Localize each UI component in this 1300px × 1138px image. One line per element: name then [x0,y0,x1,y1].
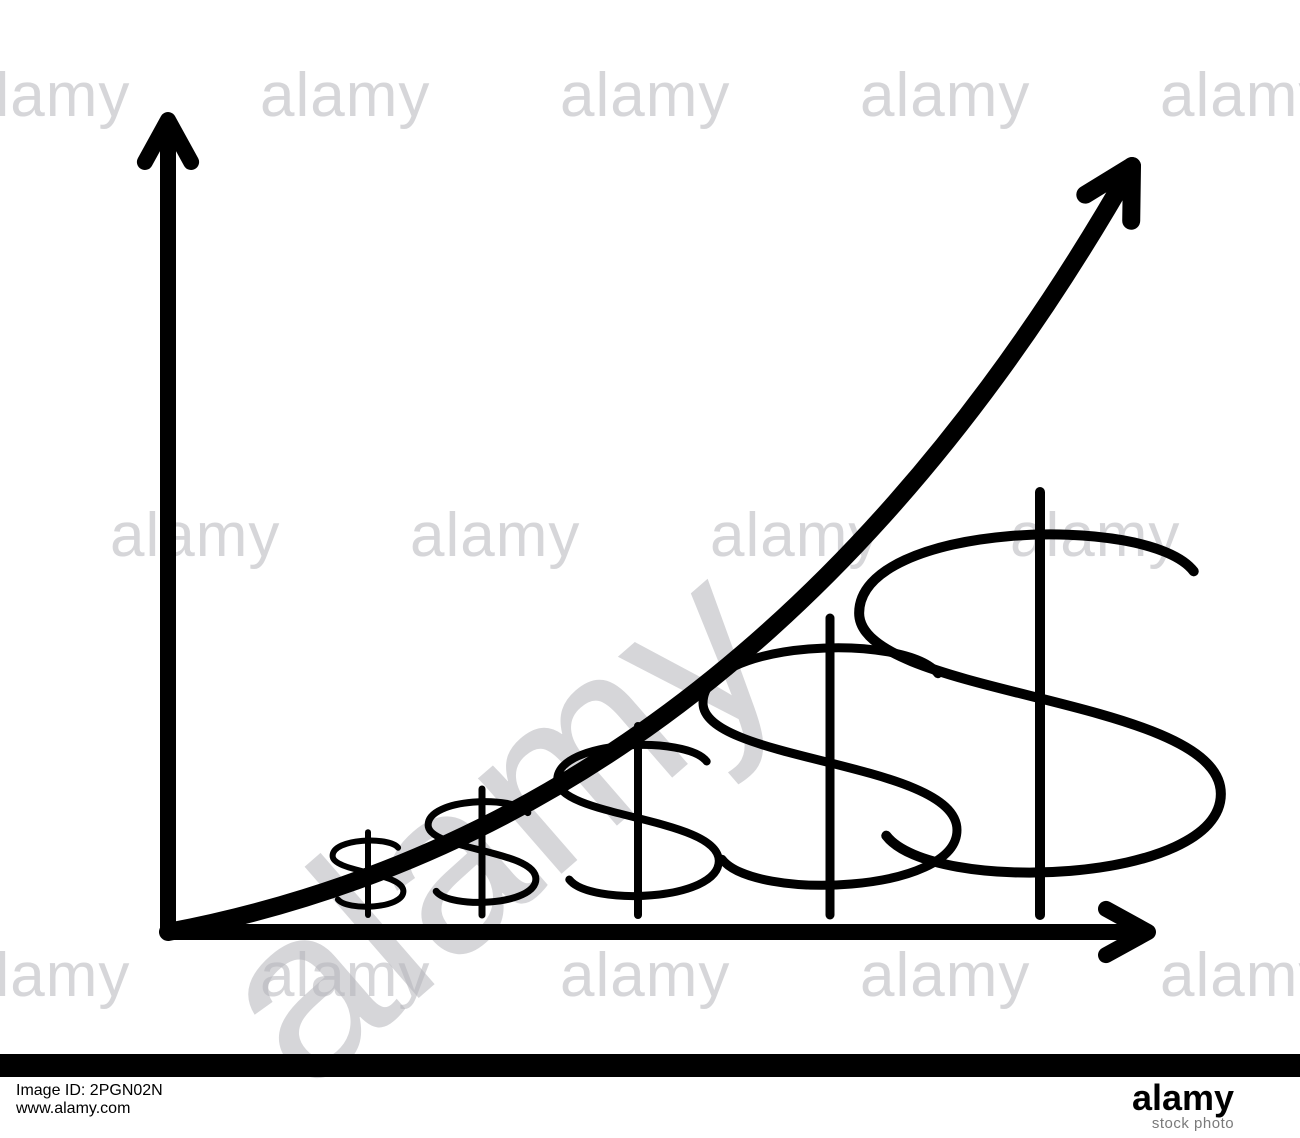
image-id-label: Image ID: 2PGN02N [16,1082,163,1100]
bottom-separator-bar [0,1054,1300,1077]
alamy-logo-subtext: stock photo [1132,1116,1234,1131]
growth-curve-path [168,166,1132,932]
growth-curve [168,166,1132,932]
image-source-url: www.alamy.com [16,1100,163,1118]
growth-chart-infographic: alamyalamyalamyalamyalamyalamyalamyalamy… [0,0,1300,1127]
alamy-logo: alamy stock photo [1132,1080,1234,1131]
chart-svg [0,0,1300,1127]
alamy-logo-text: alamy [1132,1080,1234,1116]
image-id-block: Image ID: 2PGN02N www.alamy.com [16,1082,163,1118]
dollar-signs-group [333,492,1221,915]
